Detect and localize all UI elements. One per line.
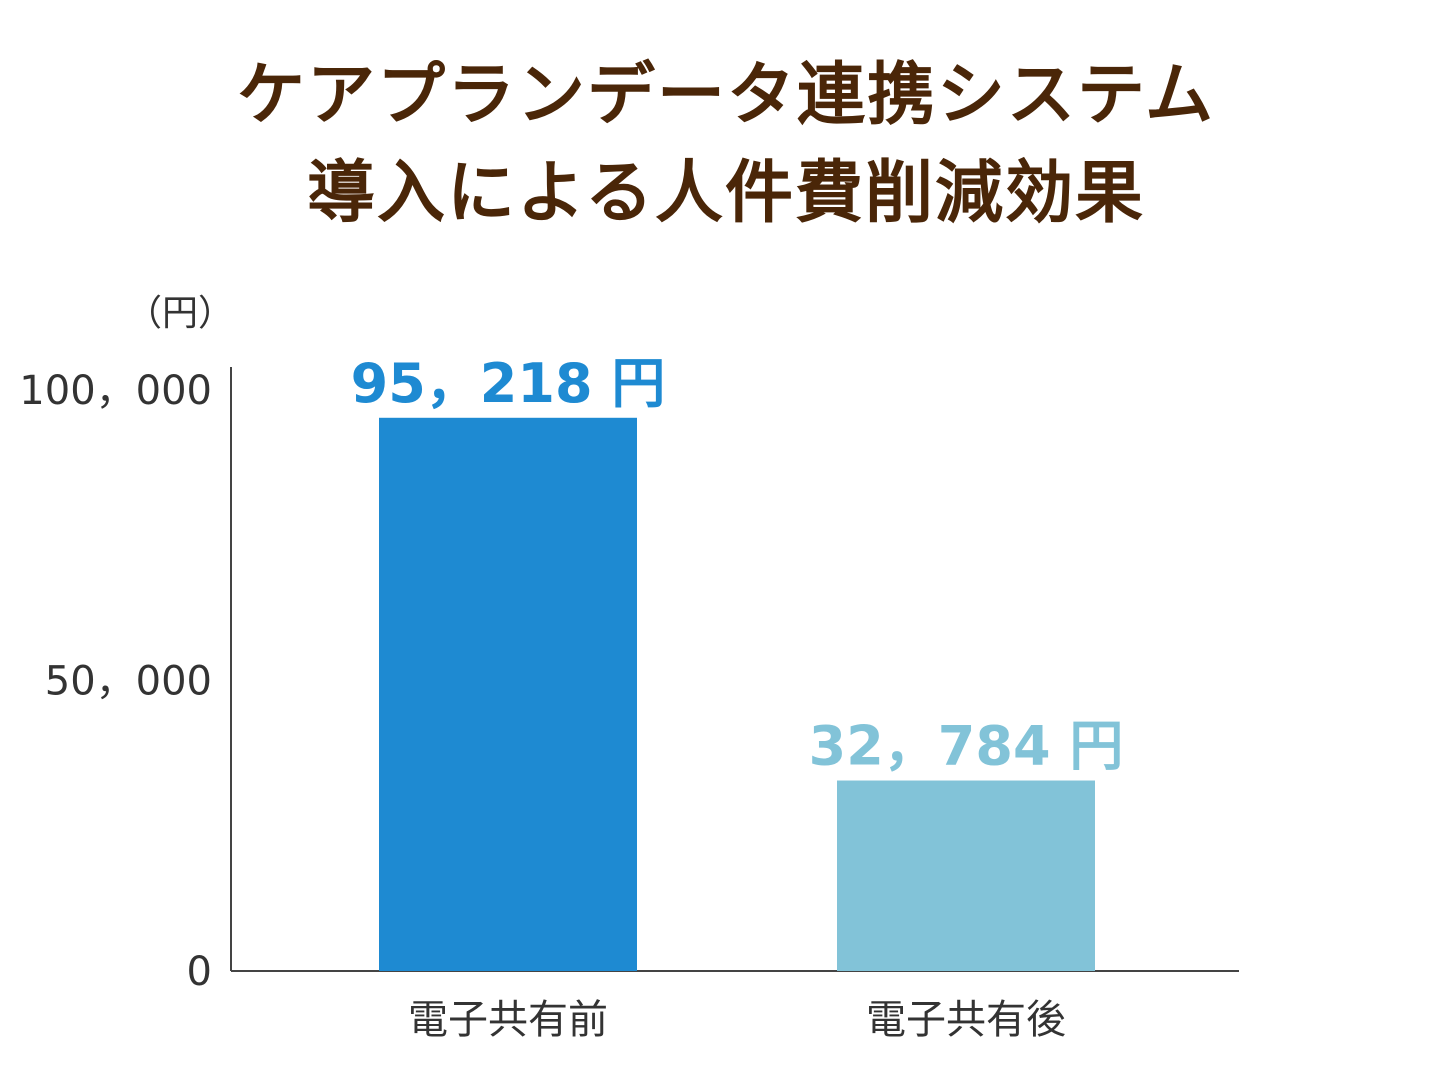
chart-title-line-1: ケアプランデータ連携システム xyxy=(237,56,1215,135)
y-unit-label: （円） xyxy=(126,293,234,334)
chart-title-line-2: 導入による人件費削減効果 xyxy=(307,154,1145,233)
y-tick-label: 0 xyxy=(187,949,212,995)
bar-2 xyxy=(837,780,1095,971)
y-tick-label: 100，000 xyxy=(19,368,212,414)
data-label: 32，784 円 xyxy=(809,715,1124,778)
x-tick-label: 電子共有後 xyxy=(866,997,1066,1043)
bar-1 xyxy=(379,417,637,971)
x-tick-label: 電子共有前 xyxy=(408,997,608,1043)
data-label: 95，218 円 xyxy=(351,352,666,415)
y-tick-label: 50，000 xyxy=(45,659,212,705)
